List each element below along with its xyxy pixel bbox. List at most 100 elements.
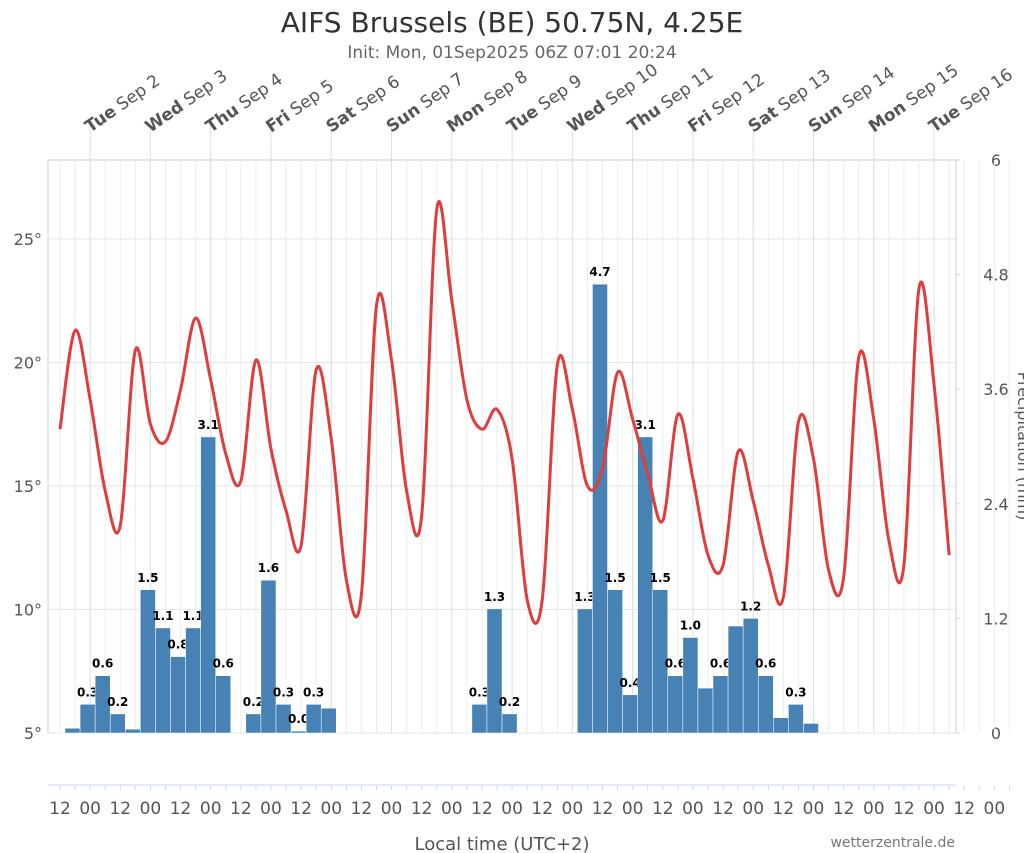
x-tick-label: 12 [170, 799, 192, 819]
chart-subtitle: Init: Mon, 01Sep2025 06Z 07:01 20:24 [347, 43, 676, 63]
data-label: 1.1 [152, 609, 173, 623]
data-label: 1.5 [604, 571, 625, 585]
precip-bar [697, 687, 714, 734]
precip-bar [200, 436, 216, 734]
day-weekday: Thu [202, 100, 243, 137]
data-label: 0.8 [167, 638, 188, 652]
data-label: 0.2 [107, 695, 128, 709]
y2-tick-label: 3.6 [983, 380, 1008, 399]
precip-bar [185, 627, 201, 734]
precip-bar [170, 656, 186, 734]
x-tick-label: 00 [381, 799, 403, 819]
x-tick-label: 00 [863, 799, 885, 819]
precip-bar [275, 704, 292, 734]
data-label: 3.1 [198, 418, 219, 432]
data-label: 0.3 [785, 685, 806, 699]
day-date: Sep 6 [353, 72, 404, 116]
data-label: 0.3 [303, 685, 324, 699]
precip-bar [607, 589, 623, 734]
x-tick-label: 00 [441, 799, 463, 819]
x-tick-label: 00 [682, 799, 704, 819]
day-weekday: Sun [805, 100, 846, 137]
credit: wetterzentrale.de [830, 835, 955, 851]
data-label: 3.1 [635, 418, 656, 432]
precip-bar [652, 589, 669, 734]
x-tick-label: 00 [984, 799, 1006, 819]
day-weekday: Mon [865, 97, 910, 137]
x-tick-label: 00 [260, 799, 282, 819]
x-tick-label: 00 [320, 799, 342, 819]
x-tick-label: 12 [833, 799, 855, 819]
temperature-line [58, 199, 951, 625]
data-label: 0.3 [77, 685, 98, 699]
data-label: 1.3 [574, 590, 595, 604]
data-label: 1.2 [740, 599, 761, 613]
x-tick-label: 12 [290, 799, 312, 819]
precip-bar [757, 675, 774, 734]
x-tick-label: 12 [592, 799, 614, 819]
y-tick-label: 10° [14, 601, 42, 620]
x-tick-label: 12 [49, 799, 71, 819]
day-weekday: Tue [925, 102, 964, 138]
precip-bar [305, 704, 322, 734]
data-label: 0.3 [469, 685, 490, 699]
day-weekday: Sun [383, 100, 424, 137]
data-label: 0.6 [92, 657, 113, 671]
day-date: Sep 5 [287, 76, 338, 120]
data-label: 0.2 [499, 695, 520, 709]
precip-bar [501, 713, 518, 734]
precip-bar [712, 675, 729, 734]
data-label: 0.6 [665, 657, 686, 671]
precip-bar [64, 727, 81, 734]
data-label: 1.3 [484, 590, 505, 604]
y-tick-label: 20° [14, 354, 42, 373]
chart-title: AIFS Brussels (BE) 50.75N, 4.25E [281, 6, 743, 39]
precip-bar [245, 713, 262, 734]
precip-bar [682, 637, 699, 734]
day-weekday: Mon [443, 97, 488, 137]
day-date: Sep 11 [657, 63, 717, 113]
y-tick-label: 25° [14, 230, 42, 249]
data-label: 0.2 [243, 695, 264, 709]
day-date: Sep 8 [481, 67, 532, 111]
x-tick-label: 12 [351, 799, 373, 819]
precip-bar [667, 675, 684, 734]
precip-bar [742, 618, 759, 734]
x-tick-label: 00 [501, 799, 523, 819]
day-date: Sep 9 [535, 71, 586, 115]
data-label: 4.7 [589, 265, 610, 279]
x-tick-label: 00 [622, 799, 644, 819]
x-tick-label: 12 [230, 799, 252, 819]
data-label: 0.3 [273, 685, 294, 699]
precip-bar [637, 436, 653, 734]
day-weekday: Wed [142, 97, 188, 137]
x-tick-label: 00 [923, 799, 945, 819]
precip-bar [94, 675, 111, 734]
day-weekday: Tue [503, 102, 542, 138]
precip-bar [727, 625, 744, 734]
precip-bar [622, 694, 638, 734]
x-tick-label: 00 [79, 799, 101, 819]
data-label: 0.0 [288, 712, 309, 726]
precip-bar [215, 675, 232, 734]
x-tick-label: 12 [712, 799, 734, 819]
y-tick-label: 5° [24, 724, 42, 743]
day-date: Sep 2 [113, 71, 164, 115]
precip-bar [125, 728, 141, 734]
x-tick-label: 00 [742, 799, 764, 819]
precip-bar [592, 283, 608, 734]
precip-bar [109, 713, 126, 734]
precip-bar [260, 579, 277, 734]
precip-bar [577, 608, 593, 734]
x-tick-label: 00 [140, 799, 162, 819]
y-tick-label: 15° [14, 477, 42, 496]
day-weekday: Sat [323, 102, 361, 137]
x-tick-label: 12 [953, 799, 975, 819]
x-tick-label: 12 [652, 799, 674, 819]
day-date: Sep 16 [957, 65, 1017, 115]
y2-axis-label: Precipitation (mm) [1014, 372, 1024, 521]
data-label: 0.6 [710, 657, 731, 671]
x-tick-label: 12 [531, 799, 553, 819]
data-label: 0.4 [619, 676, 640, 690]
